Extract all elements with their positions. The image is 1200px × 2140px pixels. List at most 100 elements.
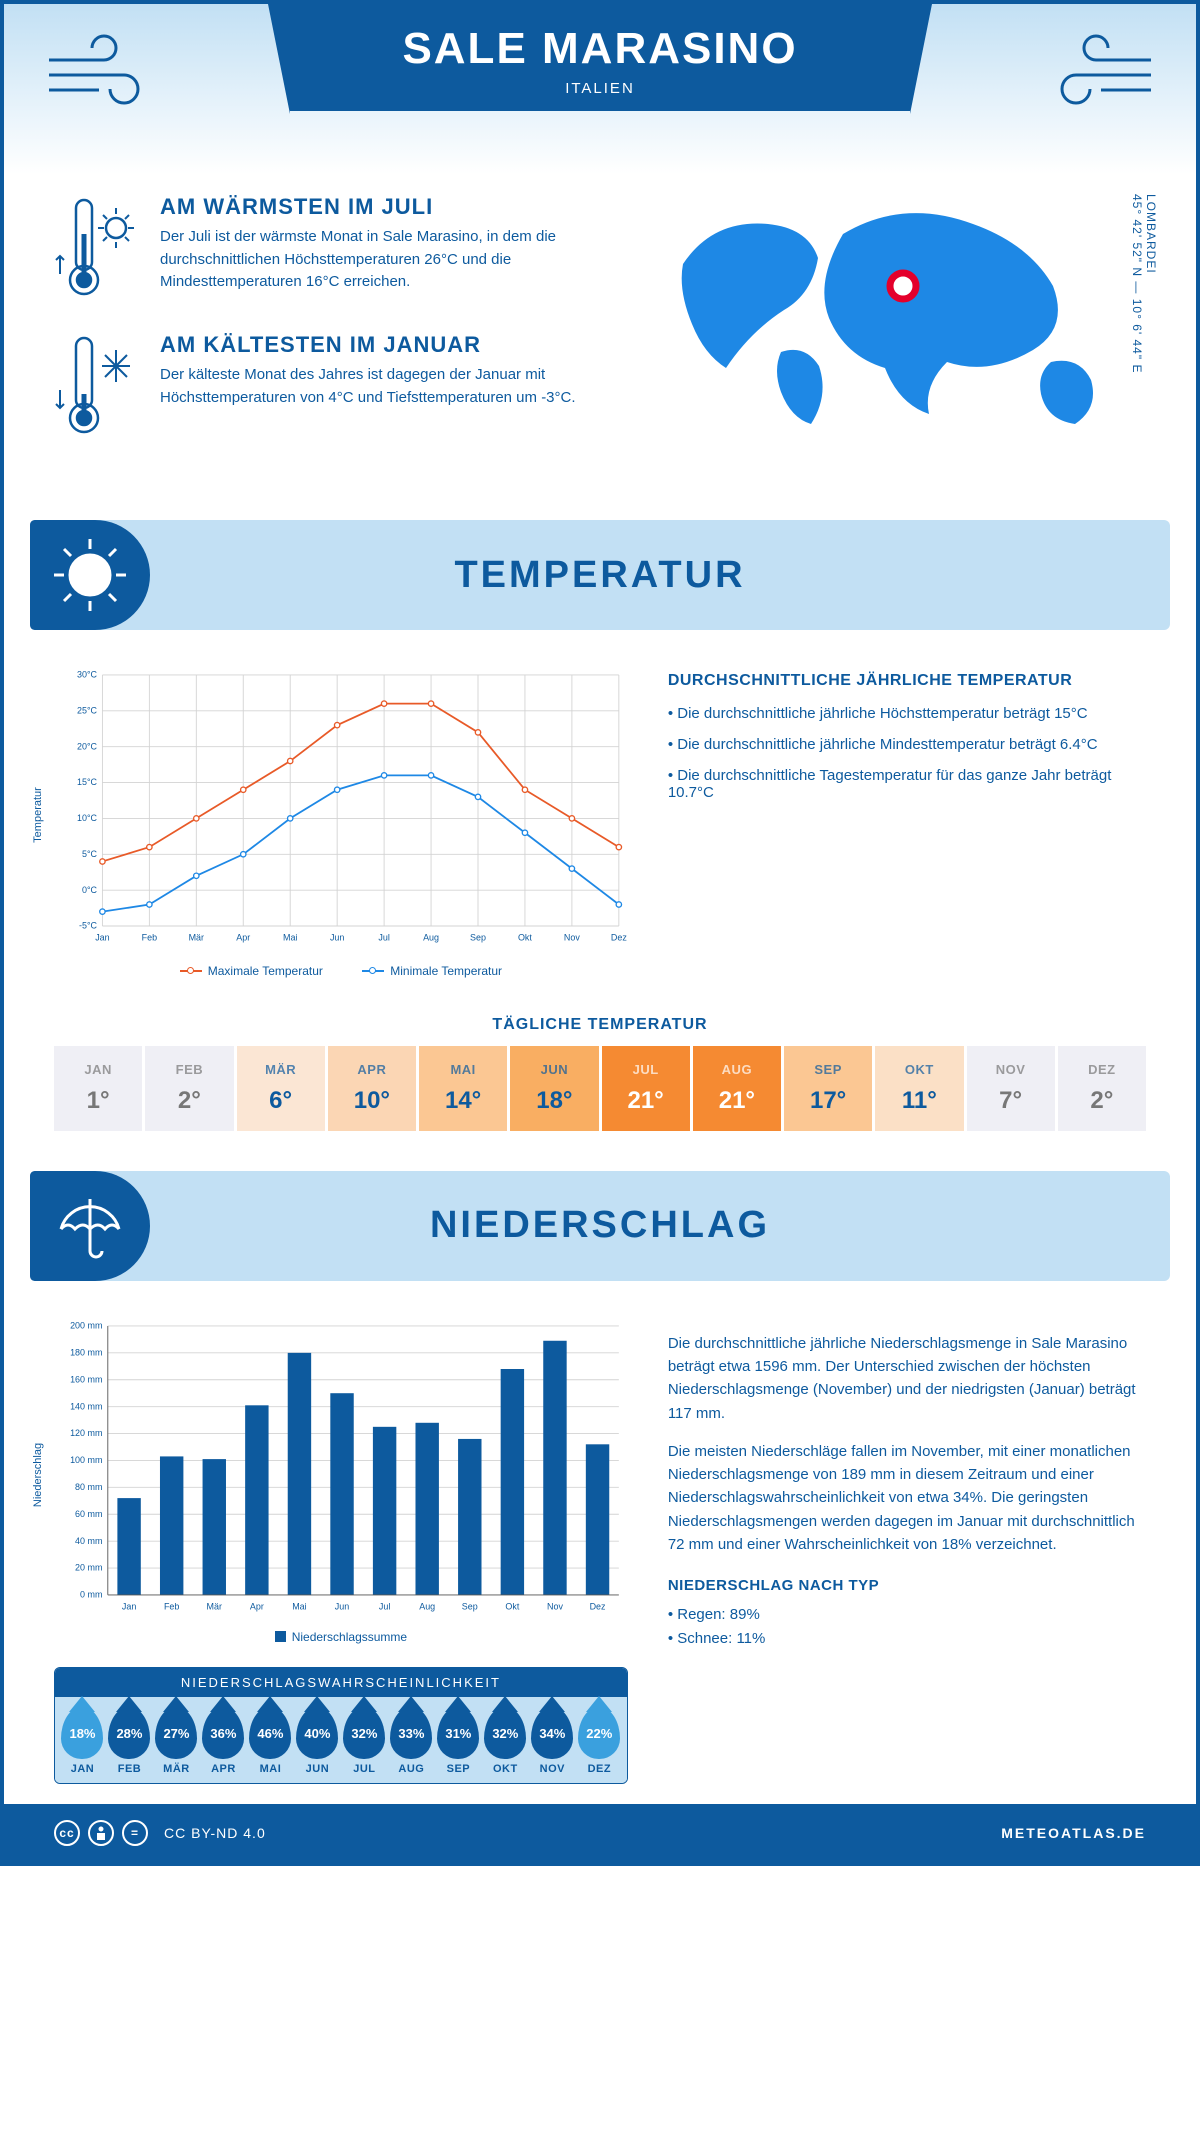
daily-temp-cell: JUL21° <box>602 1046 690 1131</box>
cc-icon: cc <box>54 1820 80 1846</box>
svg-text:140 mm: 140 mm <box>70 1401 102 1411</box>
daily-temp-cell: FEB2° <box>145 1046 233 1131</box>
precip-prob-title: NIEDERSCHLAGSWAHRSCHEINLICHKEIT <box>55 1668 627 1697</box>
precip-body-1: Die durchschnittliche jährliche Niedersc… <box>668 1332 1146 1425</box>
precip-legend: Niederschlagssumme <box>54 1630 628 1646</box>
svg-text:100 mm: 100 mm <box>70 1455 102 1465</box>
daily-temp-row: JAN1°FEB2°MÄR6°APR10°MAI14°JUN18°JUL21°A… <box>54 1046 1146 1131</box>
world-map-icon <box>663 194 1123 434</box>
svg-text:Dez: Dez <box>611 932 627 942</box>
daily-temp-title: TÄGLICHE TEMPERATUR <box>4 1016 1196 1034</box>
world-map-block: LOMBARDEI 45° 42' 52" N — 10° 6' 44" E <box>640 194 1146 470</box>
svg-text:Aug: Aug <box>423 932 439 942</box>
sun-icon <box>30 520 150 630</box>
precip-prob-drop: 46%MAI <box>247 1707 294 1775</box>
page-root: SALE MARASINO ITALIEN <box>0 0 1200 1866</box>
temp-side-title: DURCHSCHNITTLICHE JÄHRLICHE TEMPERATUR <box>668 672 1146 690</box>
svg-text:0°C: 0°C <box>82 885 98 895</box>
precip-prob-box: NIEDERSCHLAGSWAHRSCHEINLICHKEIT 18%JAN28… <box>54 1667 628 1784</box>
svg-text:Apr: Apr <box>250 1601 264 1611</box>
svg-text:60 mm: 60 mm <box>75 1509 102 1519</box>
svg-text:Sep: Sep <box>462 1601 478 1611</box>
precip-prob-drop: 36%APR <box>200 1707 247 1775</box>
wind-icon <box>44 30 164 110</box>
svg-text:120 mm: 120 mm <box>70 1428 102 1438</box>
svg-text:Aug: Aug <box>419 1601 435 1611</box>
svg-text:Feb: Feb <box>164 1601 179 1611</box>
temp-bullet: • Die durchschnittliche Tagestemperatur … <box>668 767 1146 801</box>
precip-rain: Regen: 89% <box>677 1606 760 1623</box>
coords-value: 45° 42' 52" N — 10° 6' 44" E <box>1130 194 1144 373</box>
nd-icon: = <box>122 1820 148 1846</box>
precip-chart: Niederschlag 0 mm20 mm40 mm60 mm80 mm100… <box>54 1317 628 1622</box>
precip-prob-drop: 27%MÄR <box>153 1707 200 1775</box>
precip-body-2: Die meisten Niederschläge fallen im Nove… <box>668 1440 1146 1556</box>
temperature-summary: DURCHSCHNITTLICHE JÄHRLICHE TEMPERATUR •… <box>668 666 1146 978</box>
daily-temp-cell: MÄR6° <box>237 1046 325 1131</box>
umbrella-icon <box>30 1171 150 1281</box>
precip-prob-drop: 34%NOV <box>529 1707 576 1775</box>
daily-temp-cell: JUN18° <box>510 1046 598 1131</box>
precip-prob-drop: 32%JUL <box>341 1707 388 1775</box>
daily-temp-cell: DEZ2° <box>1058 1046 1146 1131</box>
by-icon <box>88 1820 114 1846</box>
brand-label: METEOATLAS.DE <box>1001 1825 1146 1841</box>
svg-text:30°C: 30°C <box>77 670 98 680</box>
daily-temp-cell: OKT11° <box>875 1046 963 1131</box>
warmest-title: AM WÄRMSTEN IM JULI <box>160 194 610 220</box>
coldest-title: AM KÄLTESTEN IM JANUAR <box>160 332 610 358</box>
svg-text:Nov: Nov <box>547 1601 563 1611</box>
svg-text:Mär: Mär <box>207 1601 222 1611</box>
svg-text:Okt: Okt <box>518 932 532 942</box>
svg-text:25°C: 25°C <box>77 706 98 716</box>
svg-text:10°C: 10°C <box>77 813 98 823</box>
precip-prob-drop: 33%AUG <box>388 1707 435 1775</box>
daily-temp-cell: SEP17° <box>784 1046 872 1131</box>
cc-icons: cc = <box>54 1820 148 1846</box>
temperature-chart: Temperatur -5°C0°C5°C10°C15°C20°C25°C30°… <box>54 666 628 978</box>
warmest-body: Der Juli ist der wärmste Monat in Sale M… <box>160 226 610 294</box>
svg-text:0 mm: 0 mm <box>80 1590 102 1600</box>
country-name: ITALIEN <box>290 80 910 97</box>
svg-text:Jun: Jun <box>330 932 344 942</box>
svg-text:Jul: Jul <box>378 932 389 942</box>
precip-prob-drop: 28%FEB <box>106 1707 153 1775</box>
title-banner: SALE MARASINO ITALIEN <box>290 4 910 111</box>
wind-icon <box>1036 30 1156 110</box>
svg-text:200 mm: 200 mm <box>70 1321 102 1331</box>
license-label: CC BY-ND 4.0 <box>164 1825 266 1841</box>
precip-y-label: Niederschlag <box>32 1443 44 1507</box>
precip-prob-drop: 32%OKT <box>482 1707 529 1775</box>
daily-temp-cell: AUG21° <box>693 1046 781 1131</box>
svg-text:Jun: Jun <box>335 1601 349 1611</box>
header: SALE MARASINO ITALIEN <box>4 4 1196 174</box>
precip-snow: Schnee: 11% <box>677 1630 765 1647</box>
precip-legend-label: Niederschlagssumme <box>292 1630 407 1644</box>
daily-temp-cell: JAN1° <box>54 1046 142 1131</box>
coldest-block: AM KÄLTESTEN IM JANUAR Der kälteste Mona… <box>54 332 610 442</box>
svg-text:Feb: Feb <box>142 932 157 942</box>
temperature-title: TEMPERATUR <box>150 554 1170 597</box>
svg-text:5°C: 5°C <box>82 849 98 859</box>
svg-text:Dez: Dez <box>590 1601 606 1611</box>
daily-temp-cell: NOV7° <box>967 1046 1055 1131</box>
daily-temp-cell: APR10° <box>328 1046 416 1131</box>
svg-text:Jul: Jul <box>379 1601 390 1611</box>
svg-text:Okt: Okt <box>505 1601 519 1611</box>
legend-min-label: Minimale Temperatur <box>390 964 502 978</box>
svg-text:Apr: Apr <box>236 932 250 942</box>
precip-prob-drop: 18%JAN <box>59 1707 106 1775</box>
svg-text:-5°C: -5°C <box>79 921 98 931</box>
temp-bullet: • Die durchschnittliche jährliche Höchst… <box>668 705 1146 722</box>
region-label: LOMBARDEI <box>1144 194 1158 274</box>
svg-text:Jan: Jan <box>95 932 109 942</box>
svg-text:20°C: 20°C <box>77 741 98 751</box>
svg-text:40 mm: 40 mm <box>75 1536 102 1546</box>
thermometer-hot-icon <box>54 194 140 304</box>
svg-text:Mai: Mai <box>292 1601 306 1611</box>
temp-y-label: Temperatur <box>32 788 44 844</box>
svg-text:Mär: Mär <box>189 932 204 942</box>
svg-text:15°C: 15°C <box>77 777 98 787</box>
svg-text:180 mm: 180 mm <box>70 1347 102 1357</box>
precip-prob-drop: 31%SEP <box>435 1707 482 1775</box>
